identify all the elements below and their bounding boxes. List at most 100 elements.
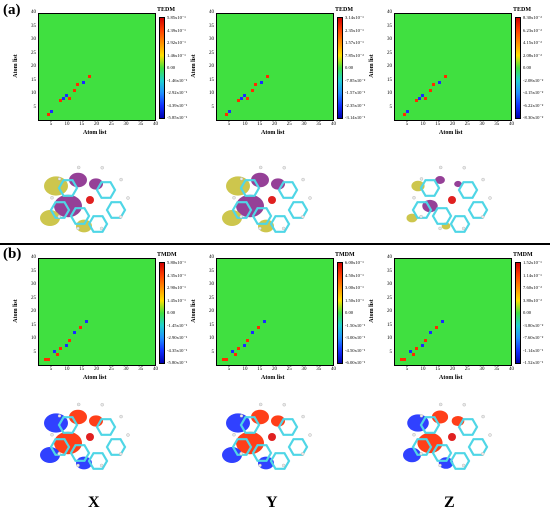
molecule-ring xyxy=(251,444,273,462)
molecule-isosurface-row-a xyxy=(40,165,492,233)
heatmap-cell xyxy=(224,357,228,361)
isosurface-lobe xyxy=(406,213,418,223)
colorbar-tick-label: -3.00x10⁻¹ xyxy=(345,335,366,340)
heatmap-cell xyxy=(61,96,65,100)
column-label-z: Z xyxy=(444,494,455,511)
heatmap-cell xyxy=(260,80,264,84)
heatmap-cell xyxy=(73,330,77,334)
x-axis-title: Atom list xyxy=(439,130,463,136)
colorbar-tick-label: -1.45x10⁻¹ xyxy=(167,322,188,328)
x-tick-label: 5 xyxy=(405,367,409,372)
molecule-ring xyxy=(105,438,127,456)
colorbar-tick-label: 1.46x10⁻¹ xyxy=(167,52,186,58)
colorbar xyxy=(337,262,343,364)
molecule-ring xyxy=(287,201,309,219)
heatmap-cell xyxy=(429,330,433,334)
colorbar-tick-label: 6.23x10⁻² xyxy=(523,27,542,33)
colorbar-tick-label: 4.39x10⁻¹ xyxy=(167,27,186,33)
y-tick-label: 15 xyxy=(209,322,214,328)
molecule-ring xyxy=(467,438,489,456)
heatmap-cell xyxy=(399,357,403,361)
colorbar-tick-label: 2.90x10⁻¹ xyxy=(167,285,186,290)
molecule-ring xyxy=(411,201,433,219)
hydrogen-atom xyxy=(281,226,286,231)
section-divider xyxy=(0,243,550,245)
y-tick-label: 40 xyxy=(387,10,392,15)
hydrogen-atom xyxy=(481,414,485,419)
molecule-ring xyxy=(419,416,441,434)
section-b-label: (b) xyxy=(3,246,22,262)
y-tick-label: 35 xyxy=(387,23,392,29)
y-tick-label: 25 xyxy=(387,295,392,301)
molecule-ring xyxy=(239,179,261,197)
x-tick-label: 40 xyxy=(331,367,336,372)
heatmap-cell xyxy=(263,320,267,324)
hydrogen-atom xyxy=(308,196,312,200)
heatmap-cell xyxy=(414,347,418,351)
y-axis-title: Atom list xyxy=(12,54,19,78)
colorbar-tick-label: 7.85x10⁻² xyxy=(345,52,364,58)
colorbar-title: TEDM xyxy=(157,7,175,13)
colorbar-tick-label: -8.30x10⁻² xyxy=(523,115,544,120)
y-tick-label: 20 xyxy=(387,309,392,314)
x-tick-label: 35 xyxy=(494,122,500,127)
isosurface-lobe xyxy=(54,431,82,455)
molecule-ring xyxy=(57,416,79,434)
heatmap-cell xyxy=(441,320,445,324)
molecule-ring xyxy=(49,201,71,219)
heatmap-plot-area xyxy=(38,13,156,121)
x-axis-title: Atom list xyxy=(261,130,285,136)
heatmap-cell xyxy=(254,83,258,87)
hydrogen-atom xyxy=(308,433,312,437)
molecule-ring xyxy=(449,215,471,233)
colorbar-tick-label: -7.85x10⁻² xyxy=(345,77,366,83)
hydrogen-atom xyxy=(76,463,80,468)
hydrogen-atom xyxy=(259,402,263,407)
heatmap-cell xyxy=(251,88,255,92)
colorbar-tick-label: -3.14x10⁻¹ xyxy=(345,115,366,120)
column-label-y: Y xyxy=(266,494,278,511)
y-tick-label: 25 xyxy=(387,50,392,56)
x-tick-label: 15 xyxy=(435,122,441,127)
x-axis-title: Atom list xyxy=(83,130,107,136)
y-tick-label: 40 xyxy=(209,10,214,15)
heatmap-cell xyxy=(236,347,240,351)
hydrogen-atom xyxy=(301,215,305,219)
heatmap-cell xyxy=(224,112,228,116)
x-axis-title: Atom list xyxy=(83,375,107,381)
x-tick-label: 10 xyxy=(242,122,248,127)
molecule-ring xyxy=(449,452,471,470)
column-label-x: X xyxy=(88,494,100,511)
hydrogen-atom xyxy=(481,215,485,219)
y-tick-label: 30 xyxy=(209,282,214,287)
hydrogen-atom xyxy=(419,177,424,181)
y-tick-label: 15 xyxy=(387,77,392,83)
metal-center-atom xyxy=(448,196,456,204)
y-tick-label: 10 xyxy=(31,91,36,96)
isosurface-lobe xyxy=(54,194,82,218)
hydrogen-atom xyxy=(439,165,443,170)
colorbar-tick-label: -6.22x10⁻² xyxy=(523,102,544,108)
hydrogen-atom xyxy=(232,433,236,437)
x-tick-label: 40 xyxy=(509,122,514,127)
y-tick-label: 15 xyxy=(209,77,214,83)
x-tick-label: 20 xyxy=(272,122,277,127)
y-tick-label: 10 xyxy=(387,91,392,96)
y-tick-label: 40 xyxy=(31,10,36,15)
molecule-ring xyxy=(69,207,91,225)
hydrogen-atom xyxy=(462,403,466,407)
colorbar-tick-label: -1.50x10⁻¹ xyxy=(345,322,366,328)
hydrogen-atom xyxy=(119,177,123,182)
hydrogen-atom xyxy=(239,451,243,456)
heatmap-cell xyxy=(432,83,436,87)
heatmap-cell xyxy=(58,99,62,103)
heatmap-cell xyxy=(73,88,77,92)
y-tick-label: 40 xyxy=(209,255,214,260)
x-tick-label: 25 xyxy=(464,122,470,127)
x-axis-title: Atom list xyxy=(261,375,285,381)
colorbar xyxy=(515,262,521,364)
colorbar-tick-label: -1.52x10⁻¹ xyxy=(523,360,544,365)
metal-center-atom xyxy=(448,433,456,441)
y-tick-label: 35 xyxy=(387,268,392,274)
y-tick-label: 25 xyxy=(209,295,214,301)
